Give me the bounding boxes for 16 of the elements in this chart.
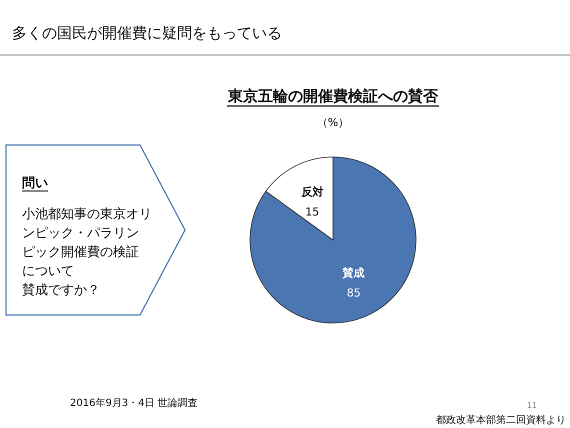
data-label: 15	[305, 205, 320, 218]
chart-subtitle: 東京五輪の開催費検証への賛否	[227, 87, 439, 105]
text: 問い	[22, 176, 48, 191]
text: 2016年9月3・4日 世論調査	[70, 397, 198, 409]
slice-label: 賛成	[342, 266, 365, 280]
data-label: 85	[346, 286, 361, 300]
text: 小池都知事の東京オリ	[22, 207, 152, 222]
text: （%）	[316, 116, 350, 129]
chart-title: 多くの国民が開催費に疑問をもっている	[12, 24, 282, 42]
slice-label: 反対	[300, 185, 324, 198]
text: 賛成ですか？	[22, 283, 100, 298]
text: 11	[526, 401, 538, 410]
text: ピック開催費の検証	[22, 245, 139, 260]
text: 都政改革本部第二回資料より	[436, 414, 566, 426]
text: について	[22, 264, 74, 279]
text: ンピック・パラリン	[22, 226, 139, 241]
